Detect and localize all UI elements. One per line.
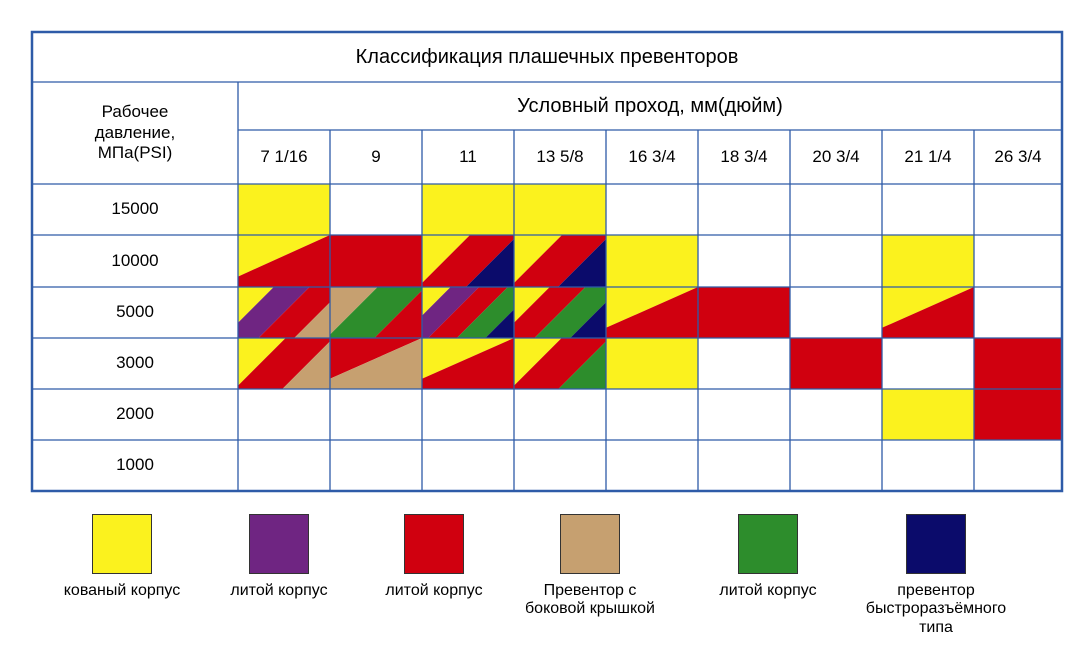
legend-label: Превентор с боковой крышкой	[525, 582, 655, 618]
classification-cell	[974, 338, 1062, 389]
legend-swatch	[92, 514, 152, 574]
classification-cell	[606, 287, 698, 338]
legend-label: литой корпус	[230, 582, 328, 599]
classification-cell	[514, 287, 606, 338]
classification-cell	[422, 338, 514, 389]
classification-cell	[790, 338, 882, 389]
classification-cell	[698, 287, 790, 338]
pressure-row-label: 15000	[111, 199, 159, 219]
bore-size-label: 16 3/4	[628, 146, 676, 166]
legend-swatch	[404, 514, 464, 574]
classification-cell	[606, 235, 698, 287]
legend-item: литой корпус	[693, 514, 843, 600]
classification-cell	[514, 235, 606, 287]
classification-cell	[238, 338, 330, 389]
bore-size-label: 21 1/4	[904, 146, 952, 166]
legend-swatch	[738, 514, 798, 574]
pressure-row-label: 5000	[116, 302, 154, 322]
legend-item: превентор быстроразъёмного типа	[861, 514, 1011, 637]
legend-item: кованый корпус	[47, 514, 197, 600]
bore-size-label: 11	[459, 146, 477, 166]
classification-cell	[882, 235, 974, 287]
legend-label: превентор быстроразъёмного типа	[865, 582, 1007, 636]
classification-cell	[974, 389, 1062, 440]
bore-size-label: 26 3/4	[994, 146, 1042, 166]
classification-cell	[882, 287, 974, 338]
table-grid-lines	[30, 30, 1064, 493]
legend-label: литой корпус	[719, 582, 817, 599]
classification-cell	[238, 287, 330, 338]
legend-label: кованый корпус	[63, 582, 181, 599]
legend-swatch	[906, 514, 966, 574]
bore-size-header: Условный проход, мм(дюйм)	[517, 95, 783, 117]
pressure-row-label: 1000	[116, 455, 154, 475]
bore-size-label: 20 3/4	[812, 146, 860, 166]
classification-cell	[606, 338, 698, 389]
legend-item: литой корпус	[359, 514, 509, 600]
pressure-row-label: 10000	[111, 250, 159, 270]
classification-cell	[330, 235, 422, 287]
classification-cell	[422, 287, 514, 338]
bore-size-label: 9	[371, 146, 381, 166]
classification-cell	[330, 338, 422, 389]
legend-label: литой корпус	[385, 582, 483, 599]
bore-size-label: 7 1/16	[260, 146, 308, 166]
classification-cell	[422, 235, 514, 287]
legend-item: литой корпус	[204, 514, 354, 600]
bore-size-label: 18 3/4	[720, 146, 768, 166]
pressure-row-label: 3000	[116, 353, 154, 373]
classification-cell	[514, 338, 606, 389]
classification-cell	[238, 235, 330, 287]
classification-cell	[882, 389, 974, 440]
classification-cell	[422, 184, 514, 235]
classification-cell	[238, 184, 330, 235]
pressure-row-label: 2000	[116, 404, 154, 424]
table-title: Классификация плашечных превенторов	[355, 46, 739, 68]
legend-swatch	[560, 514, 620, 574]
bore-size-label: 13 5/8	[536, 146, 584, 166]
legend-item: Превентор с боковой крышкой	[515, 514, 665, 619]
pressure-column-header: Рабочее давление, МПа(PSI)	[94, 102, 176, 163]
classification-cell	[514, 184, 606, 235]
classification-cell	[330, 287, 422, 338]
legend-swatch	[249, 514, 309, 574]
